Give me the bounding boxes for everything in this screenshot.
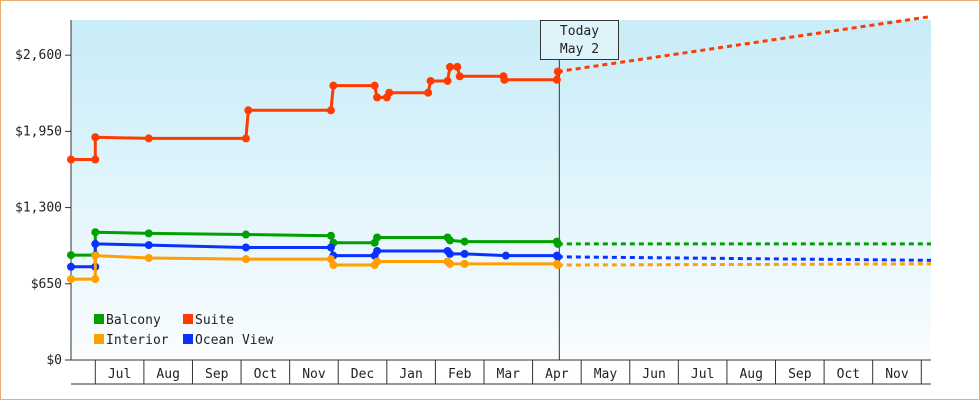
data-point: [460, 259, 469, 268]
legend-swatch: [94, 314, 104, 324]
data-point: [385, 88, 394, 97]
data-point: [91, 239, 100, 248]
data-point: [426, 76, 435, 85]
forecast-line-ocean-view: [557, 255, 932, 262]
forecast-line-interior: [557, 262, 932, 267]
data-point: [326, 243, 335, 252]
data-point: [445, 62, 454, 71]
x-tick-label: Mar: [497, 367, 521, 382]
data-point: [373, 233, 382, 242]
data-point: [373, 246, 382, 255]
x-tick-label: Dec: [351, 367, 374, 382]
data-point: [445, 236, 454, 245]
data-point: [144, 241, 153, 250]
data-point: [501, 251, 510, 260]
x-tick-label: Oct: [837, 367, 860, 382]
legend-label: Interior: [106, 333, 169, 348]
data-point: [373, 93, 382, 102]
legend-label: Suite: [195, 313, 234, 328]
data-point: [67, 262, 75, 271]
y-tick-label: $2,600: [15, 48, 62, 63]
x-tick-label: Aug: [739, 367, 762, 382]
y-tick-label: $1,300: [15, 201, 62, 216]
x-tick-label: Nov: [302, 367, 326, 382]
data-point: [244, 106, 253, 115]
y-tick-label: $650: [31, 277, 62, 292]
data-point: [241, 134, 250, 143]
today-date-label: May 2: [559, 42, 600, 57]
x-tick-label: Jun: [642, 367, 665, 382]
data-point: [326, 231, 335, 240]
data-point: [67, 155, 75, 164]
today-marker-label: Today May 2: [540, 20, 619, 60]
data-point: [500, 75, 509, 84]
data-point: [144, 254, 153, 262]
legend-swatch: [94, 334, 104, 344]
data-point: [460, 237, 469, 246]
data-point: [67, 251, 75, 260]
x-tick-label: Sep: [205, 367, 229, 382]
data-point: [241, 230, 250, 239]
data-point: [460, 249, 469, 258]
data-point: [329, 81, 338, 90]
x-tick-label: Feb: [448, 367, 472, 382]
data-point: [144, 134, 153, 143]
data-point: [91, 251, 100, 260]
data-point: [241, 255, 250, 264]
data-point: [241, 243, 250, 252]
legend-swatch: [183, 314, 193, 324]
data-point: [370, 81, 379, 90]
data-point: [553, 252, 562, 261]
data-point: [553, 261, 562, 270]
x-tick-label: Nov: [885, 367, 909, 382]
data-point: [453, 62, 462, 71]
data-point: [91, 155, 100, 164]
x-tick-label: Jul: [108, 367, 131, 382]
data-point: [424, 88, 433, 97]
legend-swatch: [183, 334, 193, 344]
data-point: [67, 275, 75, 284]
data-point: [443, 76, 452, 85]
plot-area: [71, 20, 931, 360]
data-point: [373, 257, 382, 266]
data-point: [553, 239, 562, 248]
data-point: [445, 259, 454, 268]
data-point: [326, 106, 335, 115]
data-point: [91, 275, 100, 284]
y-tick-label: $1,950: [15, 124, 62, 139]
x-tick-label: May: [594, 367, 618, 382]
data-point: [144, 229, 153, 238]
x-tick-label: Jan: [399, 367, 422, 382]
data-point: [552, 75, 561, 84]
legend-label: Ocean View: [195, 333, 273, 348]
data-point: [553, 67, 562, 76]
x-tick-label: Aug: [156, 367, 179, 382]
data-point: [91, 228, 100, 237]
x-tick-label: Apr: [545, 367, 569, 382]
today-label: Today: [559, 24, 600, 39]
data-point: [91, 133, 100, 142]
data-point: [329, 261, 338, 270]
x-tick-label: Oct: [254, 367, 277, 382]
data-point: [445, 249, 454, 258]
legend-label: Balcony: [106, 313, 161, 328]
y-tick-label: $0: [46, 353, 62, 368]
data-point: [455, 72, 464, 81]
x-tick-label: Jul: [691, 367, 714, 382]
x-tick-label: Sep: [788, 367, 812, 382]
